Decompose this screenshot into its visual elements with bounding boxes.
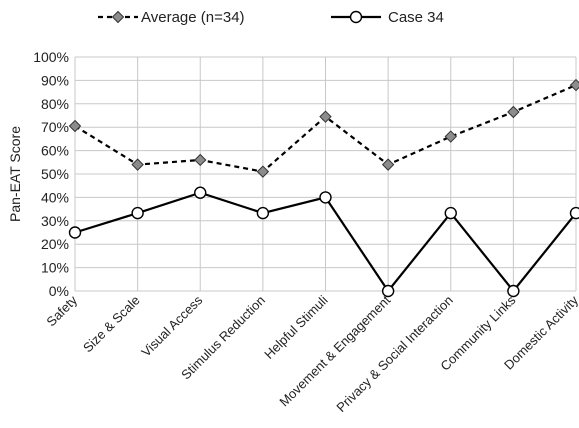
y-tick-label: 60%: [41, 143, 69, 159]
data-point: [131, 158, 144, 171]
legend-label: Average (n=34): [141, 9, 245, 26]
legend-marker: [349, 10, 363, 24]
series-layer: [68, 78, 579, 298]
legend: Average (n=34) Case 34: [98, 9, 444, 26]
y-tick-label: 30%: [41, 213, 69, 229]
y-tick-label: 10%: [41, 260, 69, 276]
y-tick-label: 80%: [41, 96, 69, 112]
data-point: [256, 206, 270, 220]
y-tick-label: 90%: [41, 72, 69, 88]
y-tick-label: 100%: [33, 49, 69, 65]
legend-marker: [111, 10, 125, 24]
data-point: [194, 153, 207, 167]
grid: [74, 56, 577, 292]
series-1: [68, 186, 579, 298]
y-tick-label: 40%: [41, 189, 69, 205]
data-point: [444, 206, 457, 220]
y-axis-title: Pan-EAT Score: [7, 126, 23, 222]
data-point: [569, 78, 579, 92]
y-tick-label: 20%: [41, 236, 69, 252]
series-0: [68, 78, 579, 178]
legend-item-1: Case 34: [331, 9, 444, 26]
legend-label: Case 34: [388, 9, 444, 26]
data-point: [319, 191, 332, 204]
data-point: [319, 110, 332, 123]
data-point: [507, 105, 520, 119]
data-point: [507, 284, 520, 298]
y-axis-ticks: 0% 10% 20% 30% 40% 50% 60% 70% 80% 90% 100%: [33, 49, 69, 299]
x-tick-label: Visual Access: [138, 292, 206, 360]
legend-item-0: Average (n=34): [98, 9, 245, 26]
data-point: [381, 158, 395, 171]
x-tick-label: Size & Scale: [80, 293, 143, 356]
data-point: [68, 226, 82, 239]
y-tick-label: 70%: [41, 119, 69, 135]
data-point: [131, 206, 144, 220]
data-point: [381, 284, 395, 298]
y-tick-label: 0%: [49, 283, 69, 299]
data-point: [194, 186, 207, 199]
data-point: [569, 206, 579, 220]
data-point: [256, 165, 270, 178]
x-tick-label: Helpful Stimuli: [261, 292, 330, 361]
data-point: [444, 130, 457, 143]
data-point: [68, 119, 82, 133]
x-tick-label: Privacy & Social Interaction: [333, 293, 455, 415]
x-tick-label: Movement & Engagement: [276, 292, 393, 409]
y-tick-label: 50%: [41, 166, 69, 182]
